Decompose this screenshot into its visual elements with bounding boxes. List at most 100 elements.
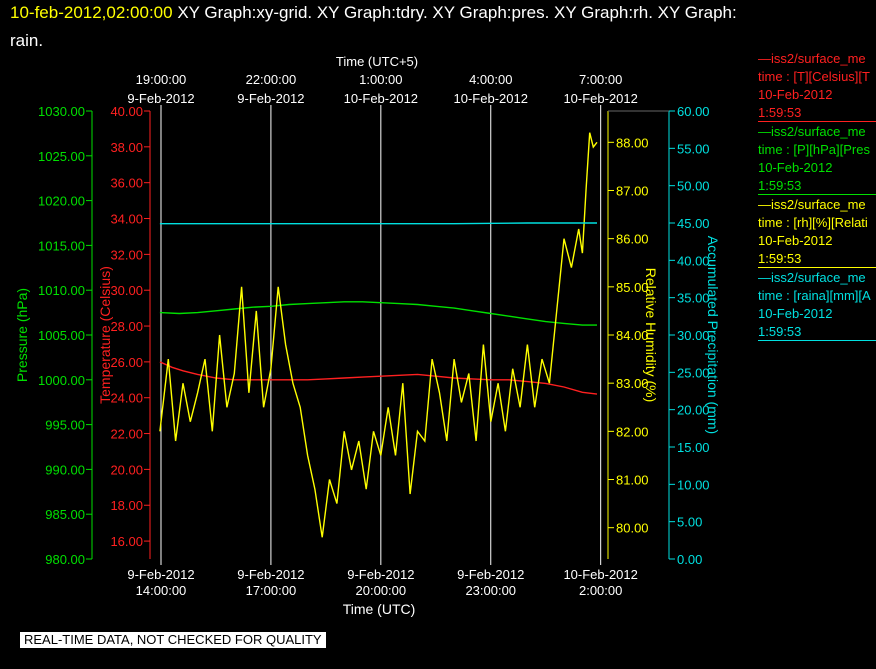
x-tick-label: 9-Feb-2012 xyxy=(127,567,194,582)
legend-entry-text: 1:59:53 xyxy=(758,105,802,120)
x-tick-label: 9-Feb-2012 xyxy=(237,567,304,582)
series-line-humidity xyxy=(159,132,598,538)
temperature-tick-label: 32.00 xyxy=(110,247,143,262)
temperature-tick-label: 40.00 xyxy=(110,104,143,119)
series-line-pressure xyxy=(159,301,597,326)
pressure-tick-label: 980.00 xyxy=(45,552,85,567)
x-top-tick-label: 9-Feb-2012 xyxy=(127,91,194,106)
x-top-tick-label: 1:00:00 xyxy=(359,72,402,87)
x-tick-label: 17:00:00 xyxy=(246,583,297,598)
pressure-tick-label: 990.00 xyxy=(45,462,85,477)
precip-tick-label: 30.00 xyxy=(677,328,710,343)
legend-entry-text: time : [raina][mm][A xyxy=(758,288,871,303)
series-line-precip xyxy=(159,222,597,225)
x-top-tick-label: 10-Feb-2012 xyxy=(344,91,418,106)
pressure-tick-label: 1005.00 xyxy=(38,328,85,343)
legend-entry-text: 1:59:53 xyxy=(758,324,802,339)
temperature-tick-label: 34.00 xyxy=(110,212,143,227)
series-line-temperature xyxy=(159,361,598,395)
x-tick-label: 14:00:00 xyxy=(136,583,187,598)
precip-axis-title: Accumulated Precipitation (mm) xyxy=(705,236,721,434)
precip-tick-label: 20.00 xyxy=(677,403,710,418)
legend-separator xyxy=(758,340,876,341)
pressure-tick-label: 1010.00 xyxy=(38,283,85,298)
temperature-tick-label: 38.00 xyxy=(110,140,143,155)
precip-tick-label: 15.00 xyxy=(677,440,710,455)
pressure-tick-label: 1000.00 xyxy=(38,373,85,388)
legend-entry-text: time : [rh][%][Relati xyxy=(758,215,868,230)
humidity-tick-label: 83.00 xyxy=(616,376,649,391)
humidity-tick-label: 82.00 xyxy=(616,424,649,439)
temperature-tick-label: 36.00 xyxy=(110,176,143,191)
x-tick-label: 10-Feb-2012 xyxy=(563,567,637,582)
precip-tick-label: 50.00 xyxy=(677,179,710,194)
header-graph-list: XY Graph:xy-grid. XY Graph:tdry. XY Grap… xyxy=(177,3,737,22)
x-tick-label: 9-Feb-2012 xyxy=(457,567,524,582)
legend-entry-text: 10-Feb-2012 xyxy=(758,87,833,102)
temperature-tick-label: 26.00 xyxy=(110,355,143,370)
legend-separator xyxy=(758,121,876,122)
precip-tick-label: 0.00 xyxy=(677,552,702,567)
x-top-tick-label: 10-Feb-2012 xyxy=(454,91,528,106)
header-line-1: 10-feb-2012,02:00:00 XY Graph:xy-grid. X… xyxy=(10,3,737,23)
precip-tick-label: 25.00 xyxy=(677,365,710,380)
legend-entry-text: time : [T][Celsius][T xyxy=(758,69,870,84)
x-tick-label: 23:00:00 xyxy=(465,583,516,598)
legend-separator xyxy=(758,194,876,195)
legend-entry-text: 10-Feb-2012 xyxy=(758,306,833,321)
humidity-axis-title: Relative Humidity (%) xyxy=(643,268,659,403)
x-top-axis-title: Time (UTC+5) xyxy=(336,54,418,69)
x-top-tick-label: 9-Feb-2012 xyxy=(237,91,304,106)
x-top-tick-label: 10-Feb-2012 xyxy=(563,91,637,106)
x-tick-label: 9-Feb-2012 xyxy=(347,567,414,582)
precip-tick-label: 10.00 xyxy=(677,477,710,492)
legend-entry-text: —iss2/surface_me xyxy=(758,124,866,139)
pressure-tick-label: 1020.00 xyxy=(38,194,85,209)
x-axis-title: Time (UTC) xyxy=(343,601,416,617)
header-timestamp: 10-feb-2012,02:00:00 xyxy=(10,3,173,22)
pressure-tick-label: 985.00 xyxy=(45,507,85,522)
legend-entry-text: time : [P][hPa][Pres xyxy=(758,142,870,157)
legend-entry-text: —iss2/surface_me xyxy=(758,197,866,212)
humidity-tick-label: 80.00 xyxy=(616,521,649,536)
legend-entry-text: 1:59:53 xyxy=(758,251,802,266)
precip-tick-label: 5.00 xyxy=(677,515,702,530)
pressure-tick-label: 1015.00 xyxy=(38,238,85,253)
temperature-tick-label: 20.00 xyxy=(110,462,143,477)
legend-entry-text: 10-Feb-2012 xyxy=(758,160,833,175)
legend-entry-text: —iss2/surface_me xyxy=(758,270,866,285)
x-top-tick-label: 7:00:00 xyxy=(579,72,622,87)
temperature-tick-label: 30.00 xyxy=(110,283,143,298)
x-top-tick-label: 22:00:00 xyxy=(246,72,297,87)
legend-entry-text: 10-Feb-2012 xyxy=(758,233,833,248)
temperature-tick-label: 28.00 xyxy=(110,319,143,334)
precip-tick-label: 55.00 xyxy=(677,141,710,156)
pressure-tick-label: 1025.00 xyxy=(38,149,85,164)
temperature-axis-title: Temperature (Celsius) xyxy=(97,266,113,404)
x-tick-label: 2:00:00 xyxy=(579,583,622,598)
humidity-tick-label: 87.00 xyxy=(616,183,649,198)
temperature-tick-label: 22.00 xyxy=(110,427,143,442)
temperature-tick-label: 18.00 xyxy=(110,498,143,513)
legend-separator xyxy=(758,267,876,268)
precip-tick-label: 35.00 xyxy=(677,291,710,306)
pressure-tick-label: 1030.00 xyxy=(38,104,85,119)
x-tick-label: 20:00:00 xyxy=(356,583,407,598)
legend-entry-text: —iss2/surface_me xyxy=(758,51,866,66)
humidity-tick-label: 85.00 xyxy=(616,280,649,295)
humidity-tick-label: 88.00 xyxy=(616,135,649,150)
humidity-tick-label: 81.00 xyxy=(616,473,649,488)
humidity-tick-label: 84.00 xyxy=(616,328,649,343)
temperature-tick-label: 24.00 xyxy=(110,391,143,406)
pressure-axis-title: Pressure (hPa) xyxy=(14,288,30,382)
legend-entry-text: 1:59:53 xyxy=(758,178,802,193)
pressure-tick-label: 995.00 xyxy=(45,418,85,433)
precip-tick-label: 40.00 xyxy=(677,253,710,268)
x-top-tick-label: 19:00:00 xyxy=(136,72,187,87)
x-top-tick-label: 4:00:00 xyxy=(469,72,512,87)
